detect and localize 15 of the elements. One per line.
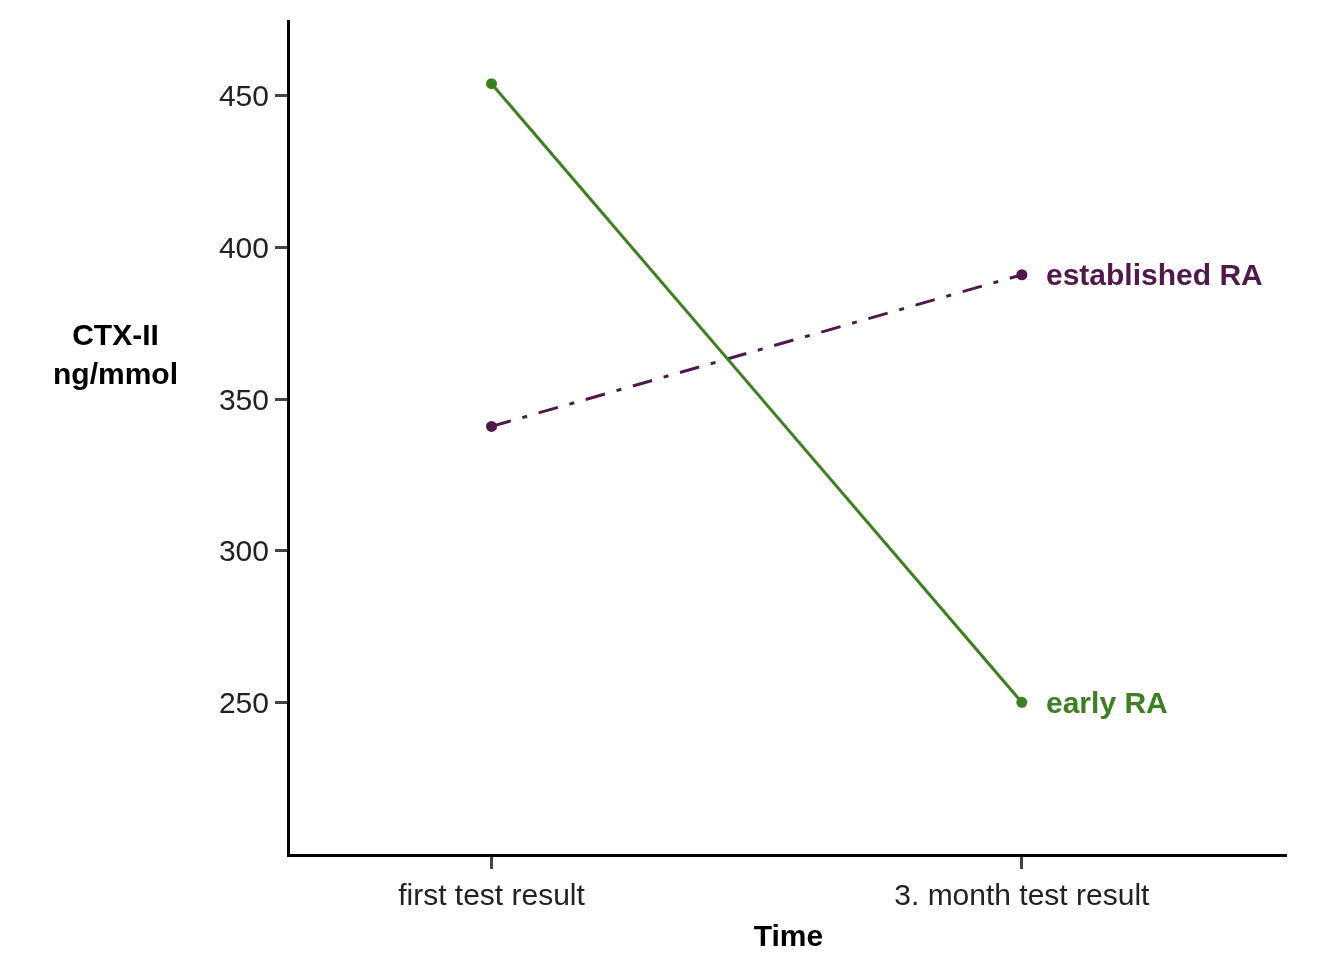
- series-label: established RA: [1046, 258, 1263, 291]
- y-tick-label: 250: [218, 685, 269, 719]
- x-tick-label: first test result: [398, 878, 586, 911]
- y-axis-title: CTX-II ng/mmol: [53, 318, 178, 390]
- series-label: early RA: [1046, 686, 1168, 719]
- y-tick-label: 400: [218, 230, 269, 264]
- point: [486, 78, 498, 90]
- y-tick-label: 450: [218, 79, 269, 113]
- point: [486, 420, 498, 432]
- point: [1016, 696, 1028, 708]
- point: [1016, 269, 1028, 281]
- x-axis-title: Time: [753, 918, 824, 952]
- y-tick-label: 350: [218, 382, 269, 416]
- y-tick-label: 300: [218, 534, 269, 568]
- x-tick-label: 3. month test result: [894, 878, 1151, 911]
